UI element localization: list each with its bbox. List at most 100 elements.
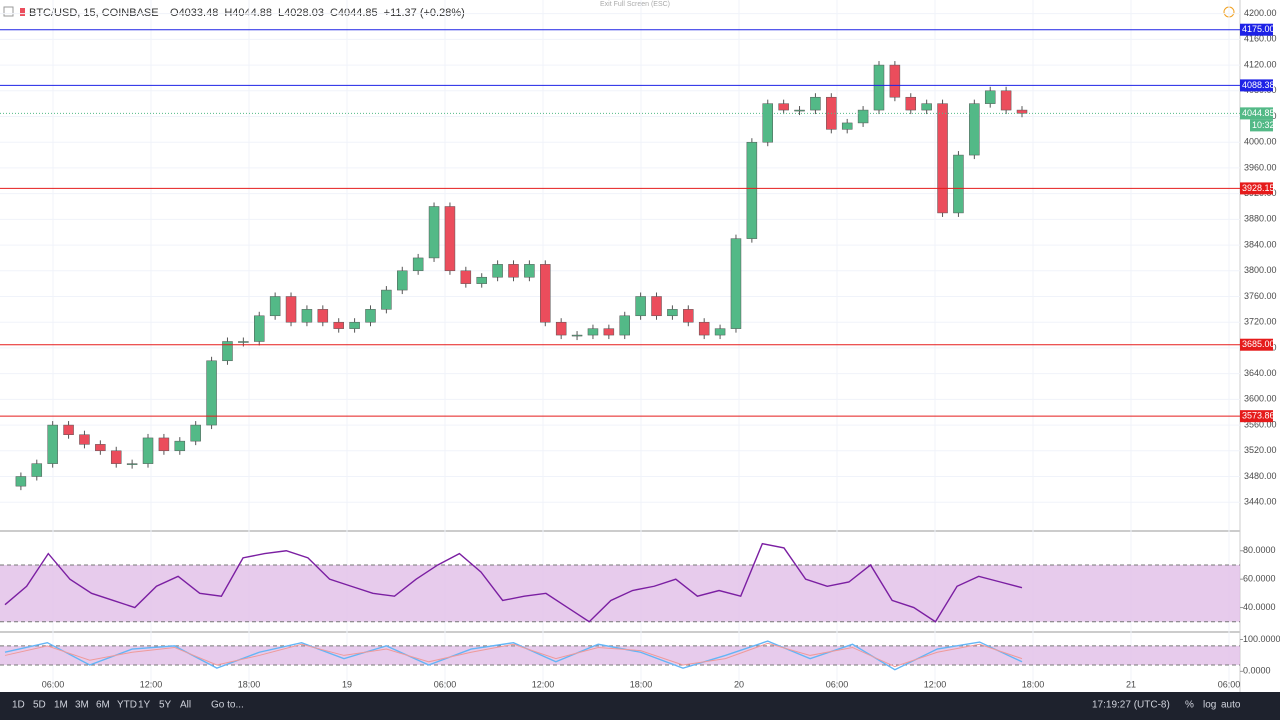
exit-fullscreen[interactable]: Exit Full Screen (ESC) [600, 1, 670, 8]
candle [571, 334, 583, 337]
candle [158, 437, 170, 452]
x-tick-label: 20 [734, 679, 744, 689]
expand-icon[interactable] [3, 6, 14, 17]
ohlc-value: 4028.03 [284, 7, 324, 19]
y-tick-label: 4200.00 [1244, 8, 1277, 18]
candle [333, 321, 344, 329]
indicator-line [4, 640, 1023, 671]
candle [365, 309, 376, 323]
range-button[interactable]: 5Y [159, 700, 172, 711]
bottom-toolbar [0, 692, 1280, 720]
ohlc-value: 4033.48 [179, 7, 219, 19]
price-label: 4044.85 [1242, 108, 1275, 118]
candle [698, 321, 710, 336]
candle [984, 90, 996, 104]
candle [317, 309, 329, 323]
candle [1000, 90, 1012, 111]
candle [301, 309, 313, 323]
range-button[interactable]: 1D [12, 700, 25, 711]
candle [444, 206, 456, 272]
candle [857, 109, 869, 124]
x-tick-label: 12:00 [532, 679, 555, 689]
x-tick-label: 06:00 [1218, 679, 1241, 689]
candle [969, 103, 980, 156]
x-tick-label: 12:00 [140, 679, 163, 689]
range-button[interactable]: 1Y [138, 700, 151, 711]
symbol-icon [20, 8, 25, 16]
axis-option[interactable]: log [1203, 700, 1216, 711]
range-button[interactable]: 6M [96, 700, 110, 711]
candle [810, 96, 821, 111]
price-label-box [1240, 107, 1273, 120]
price-label-box [1240, 410, 1273, 423]
candle [31, 463, 43, 477]
candle [174, 440, 186, 452]
candle [937, 103, 948, 214]
candle [47, 424, 58, 464]
symbol[interactable]: BTC/USD, 15, COINBASE [29, 7, 159, 19]
candle [714, 328, 726, 336]
x-tick-label: 21 [1126, 679, 1136, 689]
price-label: 4088.38 [1242, 80, 1275, 90]
band [0, 645, 1240, 665]
range-button[interactable]: All [180, 700, 191, 711]
axis-option[interactable]: % [1185, 700, 1194, 711]
price-label-box [1240, 182, 1273, 195]
candle [619, 315, 630, 336]
y-tick-label: 3840.00 [1244, 239, 1277, 249]
candle [778, 103, 789, 111]
candle [285, 296, 297, 323]
y-tick-label: 3960.00 [1244, 162, 1277, 172]
y-tick-label: 4160.00 [1244, 34, 1277, 44]
candle [524, 264, 535, 278]
price-label-box [1240, 338, 1273, 351]
x-tick-label: 18:00 [1022, 679, 1045, 689]
y-tick-label: 3440.00 [1244, 497, 1277, 507]
candle [683, 309, 694, 323]
y-tick-label: 3560.00 [1244, 419, 1277, 429]
clock: 17:19:27 (UTC-8) [1092, 700, 1170, 711]
range-button[interactable]: 5D [33, 700, 46, 711]
y-tick-label: 3720.00 [1244, 317, 1277, 327]
candle [794, 109, 805, 112]
candle [587, 328, 599, 336]
candle [254, 315, 265, 342]
candle [1016, 109, 1028, 114]
price-label: 3685.00 [1242, 339, 1275, 349]
candle [730, 238, 742, 329]
candle [238, 341, 249, 343]
change: +11.37 (+0.28%) [384, 7, 465, 19]
y-tick-label: 3760.00 [1244, 291, 1277, 301]
timer: 10:32 [1252, 120, 1275, 130]
timer-box [1250, 119, 1273, 132]
candle [79, 434, 90, 445]
candle [349, 321, 360, 329]
y-tick-label: 60.0000 [1243, 574, 1276, 584]
ohlc-key: H [224, 7, 232, 19]
price-label: 3928.15 [1242, 183, 1275, 193]
ohlc-key: L [278, 7, 284, 19]
indicator-line [4, 642, 1023, 668]
candle [746, 141, 758, 239]
range-button[interactable]: 1M [54, 700, 68, 711]
candle [142, 437, 154, 464]
candle [190, 424, 201, 442]
candle [15, 476, 27, 487]
candle [953, 154, 964, 214]
candle [873, 64, 885, 111]
ohlc-key: O [170, 7, 179, 19]
candle [269, 296, 281, 317]
x-tick-label: 06:00 [826, 679, 849, 689]
axis-option[interactable]: auto [1221, 700, 1241, 711]
candle [460, 270, 472, 284]
y-tick-label: 4120.00 [1244, 59, 1277, 69]
y-tick-label: 4000.00 [1244, 137, 1277, 147]
x-tick-label: 06:00 [42, 679, 65, 689]
candle [476, 276, 487, 284]
candle [905, 96, 917, 111]
y-tick-label: 0.0000 [1243, 666, 1271, 676]
range-button[interactable]: YTD [117, 700, 137, 711]
range-button[interactable]: 3M [75, 700, 89, 711]
goto-button[interactable]: Go to... [211, 700, 244, 711]
